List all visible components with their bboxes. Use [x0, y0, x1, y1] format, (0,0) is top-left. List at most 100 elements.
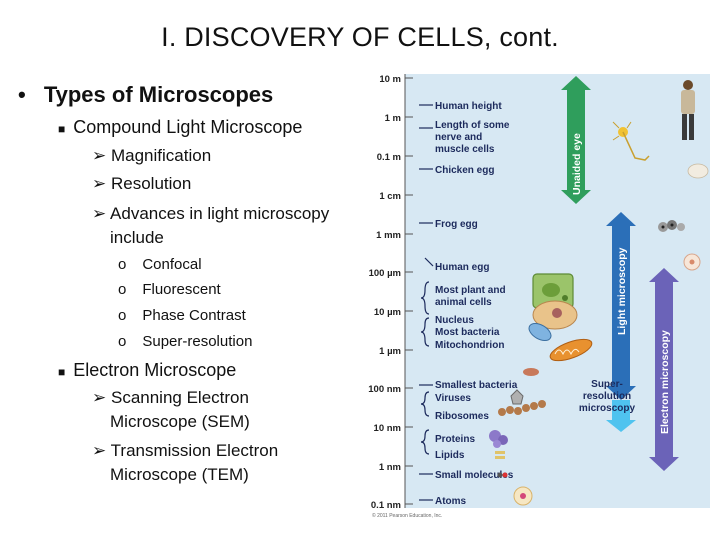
item-label: Length of some	[435, 120, 510, 131]
arrow-bullet-icon: ➢	[92, 146, 107, 165]
sem-point: ➢ Scanning Electron	[92, 388, 249, 408]
main-bullet-label: Types of Microscopes	[43, 82, 274, 107]
human-egg-icon	[683, 253, 701, 271]
sub-item: o Super-resolution	[118, 333, 252, 350]
protein-icon	[489, 430, 508, 448]
compound-heading: ■ Compound Light Microscope	[58, 117, 302, 138]
scale-tick-label: 1 µm	[379, 346, 401, 357]
mitochondrion-icon	[549, 338, 593, 362]
small-molecule-icon	[497, 472, 508, 478]
plant-cell-icon	[532, 273, 574, 309]
scale-tick-label: 10 nm	[374, 423, 401, 434]
arrow-bullet-icon: ➢	[92, 174, 107, 193]
item-label: animal cells	[435, 297, 492, 308]
confocal-label: Confocal	[142, 256, 202, 273]
item-label: Atoms	[435, 496, 467, 507]
scale-tick-label: 10 µm	[374, 307, 401, 318]
scale-diagram: 10 m 1 m 0.1 m 1 cm 1 mm 100 µm 10 µm 1 …	[368, 74, 710, 519]
sem-label-cont: Microscope (SEM)	[110, 412, 250, 431]
frog-egg-icon	[658, 220, 685, 232]
item-label: Most bacteria	[435, 327, 500, 338]
unaided-eye-arrow: Unaided eye	[561, 76, 591, 204]
item-label: Frog egg	[435, 219, 478, 230]
circle-bullet-icon: o	[118, 307, 127, 324]
sub-item: o Fluorescent	[118, 281, 221, 298]
item-label: Lipids	[435, 450, 465, 461]
sub-item: o Confocal	[118, 256, 202, 273]
light-microscopy-arrow: Light microscopy	[606, 212, 636, 400]
arrow-bullet-icon: ➢	[92, 388, 107, 407]
lipid-icon	[495, 451, 505, 459]
scale-tick-label: 0.1 m	[377, 152, 401, 163]
smallest-bacteria-icon	[523, 368, 539, 376]
item-label: Human height	[435, 101, 502, 112]
arrow-bullet-icon: ➢	[92, 204, 107, 223]
arrow-bullet-icon: ➢	[92, 441, 107, 460]
compound-label: Compound Light Microscope	[73, 117, 303, 137]
electron-heading: ■ Electron Microscope	[58, 360, 236, 381]
scale-tick-label: 100 nm	[368, 384, 401, 395]
item-label: Small molecules	[435, 470, 514, 481]
copyright-label: © 2011 Pearson Education, Inc.	[372, 512, 442, 519]
square-bullet-icon: ■	[58, 365, 66, 379]
resolution-label: Resolution	[110, 174, 192, 193]
item-label: Chicken egg	[435, 165, 494, 176]
phase-contrast-label: Phase Contrast	[142, 307, 246, 324]
chicken-egg-icon	[687, 163, 709, 179]
compound-point: ➢ Magnification	[92, 146, 211, 166]
virus-icon	[510, 389, 524, 405]
tem-point: ➢ Transmission Electron	[92, 441, 278, 461]
item-label: Human egg	[435, 262, 489, 273]
circle-bullet-icon: o	[118, 281, 127, 298]
item-label: Mitochondrion	[435, 340, 504, 351]
scale-tick-label: 1 nm	[379, 462, 401, 473]
scale-ticks	[405, 77, 413, 505]
circle-bullet-icon: o	[118, 333, 127, 350]
bullet-dot: •	[18, 82, 26, 107]
nerve-cell-icon	[612, 121, 650, 161]
item-label: muscle cells	[435, 144, 495, 155]
atom-icon	[513, 486, 533, 506]
square-bullet-icon: ■	[58, 122, 66, 136]
unaided-eye-label: Unaided eye	[571, 133, 583, 195]
electron-label: Electron Microscope	[73, 360, 237, 380]
item-label: Proteins	[435, 434, 475, 445]
item-label: Viruses	[435, 393, 471, 404]
tem-label-cont: Microscope (TEM)	[110, 465, 249, 484]
scale-tick-label: 0.1 nm	[371, 500, 401, 511]
super-res-label: Super-	[591, 379, 623, 390]
scale-tick-label: 10 m	[379, 74, 401, 85]
circle-bullet-icon: o	[118, 256, 127, 273]
item-label: nerve and	[435, 132, 482, 143]
scale-tick-label: 1 mm	[376, 230, 401, 241]
microscopy-scale-figure: 10 m 1 m 0.1 m 1 cm 1 mm 100 µm 10 µm 1 …	[345, 70, 715, 520]
bacteria-icon	[528, 322, 552, 342]
item-label: Ribosomes	[435, 411, 489, 422]
ribosome-chain-icon	[498, 400, 546, 416]
super-res-label: resolution	[583, 391, 631, 402]
compound-point: ➢ Resolution	[92, 174, 191, 194]
tem-label: Transmission Electron	[110, 441, 279, 460]
item-brackets	[419, 104, 434, 501]
sub-item: o Phase Contrast	[118, 307, 246, 324]
scale-tick-label: 1 m	[385, 113, 401, 124]
compound-point: ➢ Advances in light microscopy	[92, 204, 329, 224]
scale-tick-label: 100 µm	[369, 268, 401, 279]
main-bullet: • Types of Microscopes	[18, 82, 273, 108]
advances-label: Advances in light microscopy	[110, 204, 330, 223]
advances-label-cont: include	[110, 228, 164, 247]
item-label: Most plant and	[435, 285, 506, 296]
item-labels: Human height Length of some nerve and mu…	[435, 101, 518, 507]
scale-tick-label: 1 cm	[379, 191, 401, 202]
electron-microscopy-arrow: Electron microscopy	[649, 268, 679, 471]
super-res-label: microscopy	[579, 403, 636, 414]
electron-microscopy-label: Electron microscopy	[659, 330, 671, 434]
super-resolution-arrow: Super- resolution microscopy	[579, 379, 636, 432]
item-label: Nucleus	[435, 315, 474, 326]
item-label: Smallest bacteria	[435, 380, 518, 391]
super-resolution-label: Super-resolution	[142, 333, 253, 350]
animal-cell-icon	[532, 300, 578, 330]
fluorescent-label: Fluorescent	[142, 281, 221, 298]
scale-labels: 10 m 1 m 0.1 m 1 cm 1 mm 100 µm 10 µm 1 …	[368, 74, 401, 511]
magnification-label: Magnification	[110, 146, 212, 165]
